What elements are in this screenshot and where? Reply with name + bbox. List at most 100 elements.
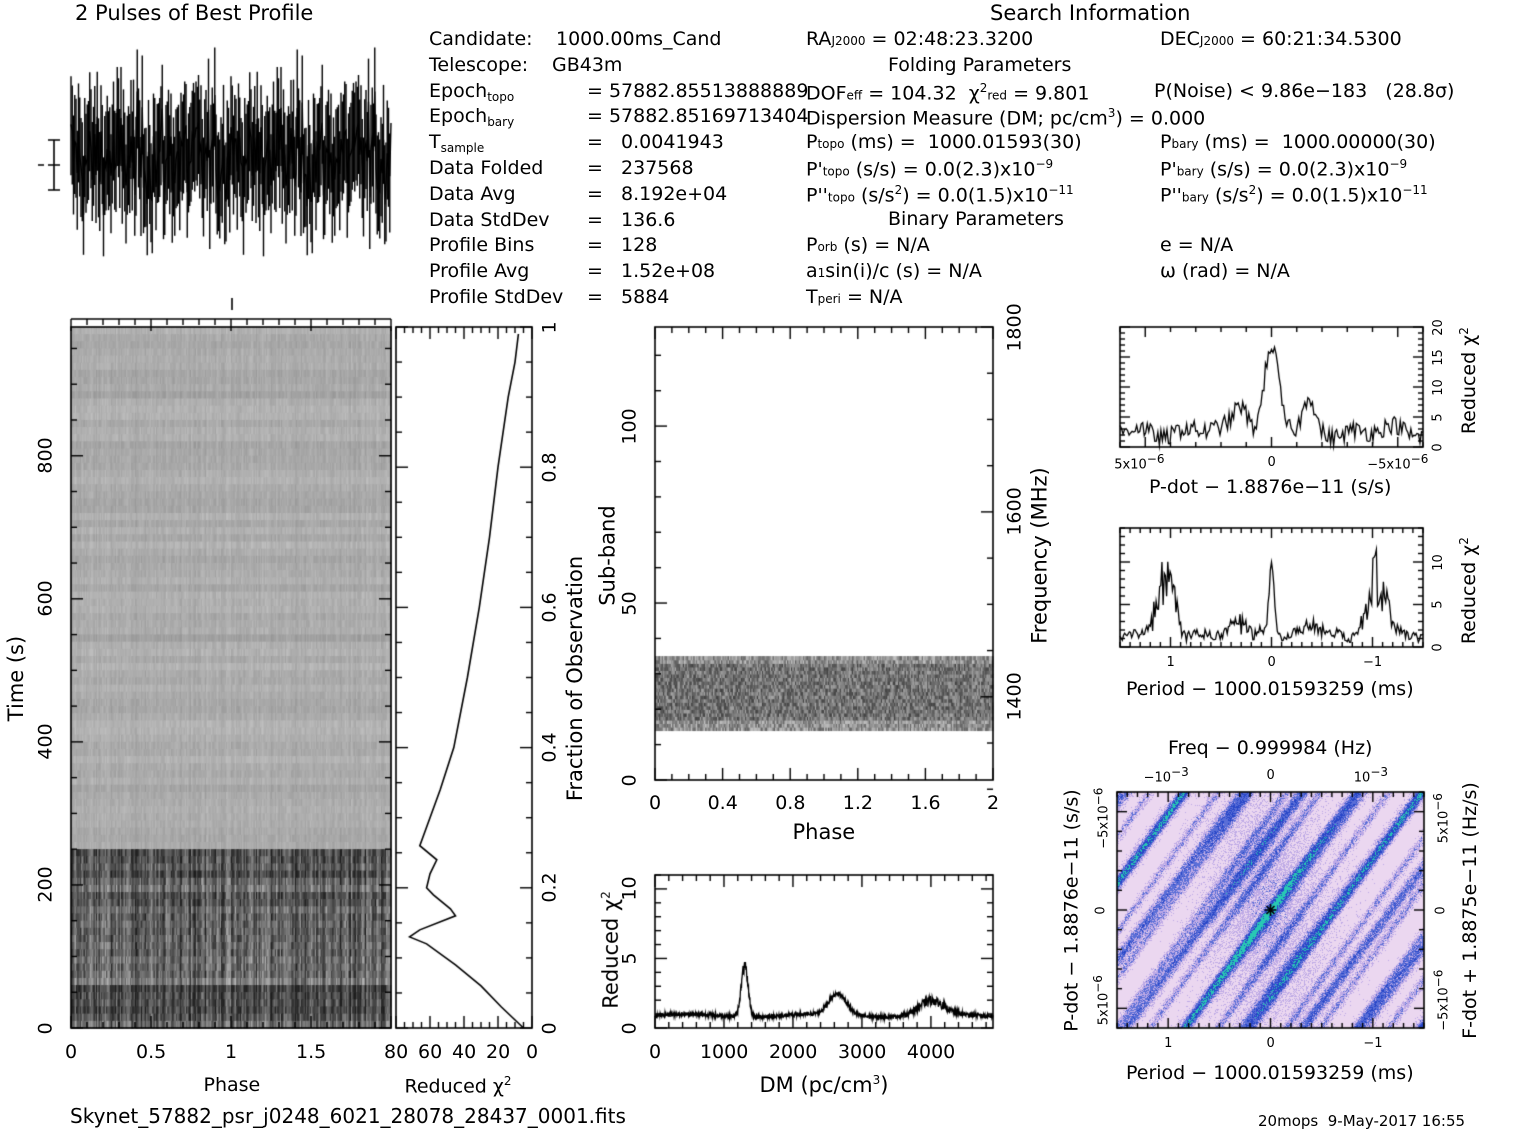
axis-label: P-dot − 1.8876e−11 (s/s) — [1060, 788, 1083, 1032]
e-line: e = N/A — [1160, 234, 1234, 256]
tick-label: 10 — [1430, 553, 1446, 571]
tick-label: 0.6 — [538, 592, 561, 623]
tick-label: 0 — [1266, 767, 1275, 783]
tick-label: −1 — [1363, 1035, 1383, 1051]
tick-label: 10−3 — [1353, 765, 1389, 786]
cand-label: Profile Bins — [429, 234, 535, 257]
tick-label: −1 — [1363, 654, 1383, 670]
tick-label: 0.8 — [775, 791, 806, 814]
tick-label: 0 — [1267, 454, 1276, 470]
tick-label: 1 — [538, 320, 561, 334]
cand-value: = 57882.85513888889 — [587, 79, 809, 102]
tick-label: 0.5 — [136, 1040, 167, 1063]
axis-label: Fraction of Observation — [562, 555, 587, 801]
cand-label: Data Avg — [429, 182, 516, 205]
cand-value: 1000.00ms_Cand — [556, 28, 722, 50]
axis-label: P-dot − 1.8876e−11 (s/s) — [1149, 475, 1392, 498]
axis-label: Reduced χ2 — [1456, 536, 1480, 644]
cand-label: Data StdDev — [429, 208, 550, 231]
tick-label: 2 — [987, 791, 1000, 814]
tick-label: 40 — [452, 1040, 477, 1063]
cand-label: Profile StdDev — [429, 286, 564, 308]
tick-label: 0 — [34, 1021, 57, 1035]
tick-label: 5x10−6 — [1114, 452, 1165, 473]
pddbary-line: P''bary (s/s2) = 0.0(1.5)x10−11 — [1160, 183, 1428, 207]
cand-label: Profile Avg — [429, 260, 530, 283]
tick-label: −10−3 — [1143, 765, 1189, 786]
tick-label: 0 — [618, 773, 641, 787]
cand-value: = 1.52e+08 — [587, 260, 716, 283]
cand-label: Epochtopo — [429, 79, 515, 104]
binary-title: Binary Parameters — [888, 208, 1064, 230]
cand-value: = 237568 — [587, 157, 694, 179]
cand-value: = 0.0041943 — [587, 131, 724, 154]
dec-line: DECJ2000 = 60:21:34.5300 — [1160, 28, 1402, 50]
tick-label: −5x10−6 — [1367, 452, 1429, 473]
tick-label: 5 — [618, 952, 641, 965]
tick-label: 0 — [1267, 654, 1276, 670]
tick-label: 5x10−6 — [1090, 975, 1112, 1026]
cand-value: GB43m — [552, 53, 623, 76]
axis-label: Phase — [792, 819, 856, 844]
cand-label: Candidate: — [429, 28, 533, 50]
axis-label: Phase — [203, 1073, 261, 1096]
tick-label: 1 — [1164, 1035, 1173, 1051]
cand-value: = 5884 — [587, 286, 670, 308]
cand-value: = 8.192e+04 — [587, 182, 728, 205]
tick-label: 50 — [618, 590, 641, 616]
cand-value: = 57882.85169713404 — [587, 105, 809, 128]
tick-label: 5 — [1430, 412, 1446, 422]
tick-label: 0.4 — [538, 732, 561, 763]
profile-title: 2 Pulses of Best Profile — [75, 1, 314, 25]
tick-label: 0 — [1433, 905, 1449, 915]
ra-line: RAJ2000 = 02:48:23.3200 — [806, 28, 1034, 50]
tick-label: −5x10−6 — [1430, 969, 1452, 1032]
tick-label: 5 — [1430, 600, 1446, 609]
axis-label: Period − 1000.01593259 (ms) — [1126, 677, 1414, 700]
tick-label: 0 — [526, 1040, 539, 1063]
axis-label: F-dot + 1.8875e−11 (Hz/s) — [1458, 781, 1481, 1039]
pnoise-line: P(Noise) < 9.86e−183 (28.8σ) — [1154, 80, 1455, 102]
dm-line: Dispersion Measure (DM; pc/cm3) = 0.000 — [806, 106, 1206, 130]
cand-value: = 128 — [587, 234, 658, 257]
tick-label: 0 — [65, 1040, 78, 1063]
tick-label: 5x10−6 — [1430, 792, 1452, 843]
tick-label: 0.4 — [707, 791, 738, 814]
tick-label: 0 — [538, 1021, 561, 1035]
tick-label: 600 — [34, 580, 57, 617]
axis-label: Time (s) — [3, 635, 28, 721]
pddtopo-line: P''topo (s/s2) = 0.0(1.5)x10−11 — [806, 183, 1074, 207]
tick-label: 0 — [649, 791, 662, 814]
footer-stamp: 20mops 9-May-2017 16:55 — [1258, 1112, 1466, 1130]
dof-line: DOFeff = 104.32 χ2red = 9.801 — [806, 81, 1090, 105]
tick-label: 15 — [1430, 348, 1446, 366]
tick-label: 1.6 — [910, 791, 941, 814]
pbary-line: Pbary (ms) = 1000.00000(30) — [1160, 131, 1436, 153]
tick-label: 0.2 — [538, 872, 561, 903]
search-info-title: Search Information — [990, 1, 1191, 25]
cand-value: = 136.6 — [587, 208, 676, 231]
tick-label: 10 — [1430, 378, 1446, 396]
cand-label: Epochbary — [429, 105, 515, 130]
cand-label: Telescope: — [429, 53, 529, 76]
tperi-line: Tperi = N/A — [806, 286, 903, 308]
a1sini-line: a1sin(i)/c (s) = N/A — [806, 260, 982, 282]
omega-line: ω (rad) = N/A — [1160, 260, 1290, 282]
folding-title: Folding Parameters — [888, 54, 1072, 76]
tick-label: 1 — [225, 1040, 238, 1063]
tick-label: 0 — [1430, 442, 1446, 452]
pdbary-line: P'bary (s/s) = 0.0(2.3)x10−9 — [1160, 157, 1408, 181]
tick-label: 0 — [1093, 905, 1109, 915]
tick-label: 1400 — [1003, 672, 1026, 721]
porb-line: Porb (s) = N/A — [806, 234, 930, 256]
tick-label: 1 — [1166, 654, 1175, 670]
tick-label: 3000 — [837, 1040, 887, 1063]
tick-label: 80 — [384, 1040, 409, 1063]
tick-label: 200 — [34, 866, 57, 904]
axis-label: Reduced χ2 — [598, 891, 623, 1009]
tick-label: 0 — [1430, 642, 1446, 652]
filename: Skynet_57882_psr_j0248_6021_28078_28437_… — [70, 1104, 626, 1128]
ptopo-line: Ptopo (ms) = 1000.01593(30) — [806, 131, 1082, 153]
tick-label: 100 — [618, 407, 641, 445]
